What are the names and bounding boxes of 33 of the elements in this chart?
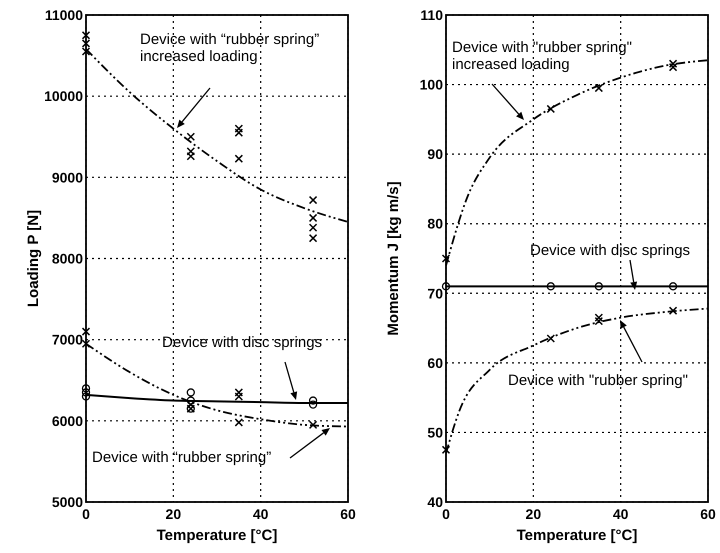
y-tick-label: 8000 <box>52 250 84 266</box>
annotation: Device with “rubber spring” <box>92 449 272 466</box>
annotation: Device with disc springs <box>162 334 322 351</box>
x-tick-label: 60 <box>340 506 356 522</box>
x-axis-title: Temperature [°C] <box>516 527 638 544</box>
x-tick-label: 60 <box>700 506 716 522</box>
y-tick-label: 5000 <box>52 494 84 510</box>
x-tick-label: 20 <box>526 506 542 522</box>
annotation: Device with "rubber spring" increased loading <box>452 39 632 73</box>
x-tick-label: 0 <box>82 506 90 522</box>
y-axis-title: Loading P [N] <box>25 210 42 308</box>
y-tick-label: 9000 <box>52 169 84 186</box>
y-tick-label: 50 <box>427 424 444 440</box>
y-tick-label: 70 <box>427 285 444 302</box>
y-tick-label: 10000 <box>44 88 84 104</box>
y-tick-label: 40 <box>427 494 444 510</box>
annotation: Device with “rubber spring” increased loading <box>140 31 320 65</box>
annotation: Device with disc springs <box>530 242 690 259</box>
y-tick-label: 80 <box>427 216 444 232</box>
y-tick-label: 11000 <box>44 7 84 23</box>
y-axis-title: Momentum J [kg m/s] <box>385 181 402 336</box>
y-tick-label: 60 <box>427 354 444 371</box>
x-tick-label: 20 <box>166 506 182 522</box>
y-tick-label: 90 <box>427 146 444 162</box>
x-tick-label: 40 <box>252 506 269 522</box>
y-tick-label: 100 <box>420 76 444 93</box>
y-tick-label: 7000 <box>52 332 84 348</box>
annotation: Device with "rubber spring" <box>508 372 688 389</box>
x-tick-label: 0 <box>442 506 450 522</box>
x-tick-label: 40 <box>612 506 629 522</box>
x-axis-title: Temperature [°C] <box>156 527 278 544</box>
y-tick-label: 6000 <box>52 412 84 429</box>
y-tick-label: 110 <box>420 7 444 23</box>
